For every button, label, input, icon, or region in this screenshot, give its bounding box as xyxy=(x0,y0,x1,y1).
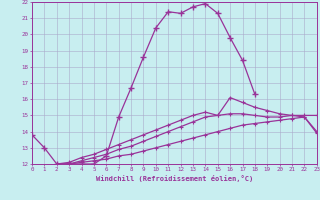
X-axis label: Windchill (Refroidissement éolien,°C): Windchill (Refroidissement éolien,°C) xyxy=(96,175,253,182)
